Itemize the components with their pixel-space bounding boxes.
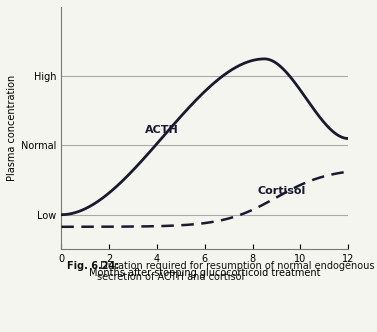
X-axis label: Months after stopping glucocorticoid treatment: Months after stopping glucocorticoid tre… <box>89 268 320 278</box>
Text: Cortisol: Cortisol <box>257 186 306 196</box>
Y-axis label: Plasma concentration: Plasma concentration <box>7 75 17 181</box>
Text: Fig. 6.24:: Fig. 6.24: <box>67 261 120 271</box>
Text: Duration required for resumption of normal endogenous
secretion of ACTH and cort: Duration required for resumption of norm… <box>97 261 375 282</box>
Text: ACTH: ACTH <box>145 125 179 135</box>
